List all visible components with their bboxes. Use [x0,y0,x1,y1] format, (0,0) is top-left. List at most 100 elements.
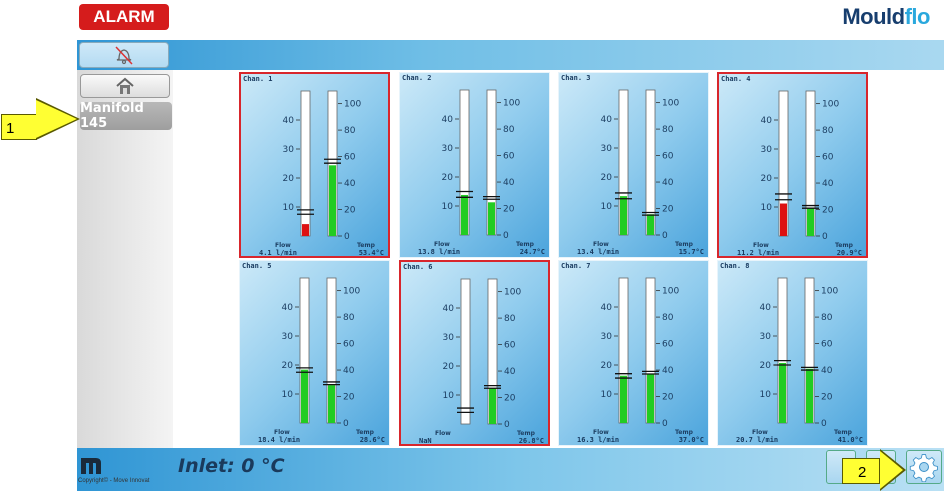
mute-alarm-button[interactable] [79,42,169,68]
temp-tick-label: 40 [343,366,355,376]
temp-value: 41.0°C [837,436,863,444]
temp-label: Temp [356,429,374,436]
channel-tile[interactable]: Chan. 8 40 30 20 10 100 80 60 40 20 0 Flow Temp 20.7 … [717,260,868,446]
temp-tick-label: 60 [503,152,515,162]
temp-tick-label: 80 [343,313,355,323]
flow-value: 13.8 l/min [418,248,461,256]
temp-tick-label: 0 [822,232,828,242]
temp-tick-label: 40 [504,367,516,377]
temp-bar [806,368,813,423]
temp-label: Temp [357,242,375,249]
temp-bar [329,165,336,236]
mouldflo-logo: Mouldflo [842,4,930,30]
temp-tick-label: 60 [662,152,674,162]
flow-tick-label: 40 [761,116,773,126]
channel-tile[interactable]: Chan. 3 40 30 20 10 100 80 60 40 20 0 Flow Temp 13.4 … [558,72,709,258]
callout-1-label: 1 [6,120,15,137]
callout-2-label: 2 [858,464,867,481]
callout-2: 2 [842,458,880,484]
flow-tick-label: 40 [442,115,454,125]
flow-bar [779,362,786,423]
temp-tick-label: 20 [344,206,356,216]
temp-tick-label: 60 [343,340,355,350]
callout-2-arrow [880,451,903,489]
temp-tick-label: 100 [821,287,838,297]
home-button[interactable] [80,74,170,98]
temp-value: 20.9°C [836,249,862,257]
flow-tick-label: 10 [443,391,455,401]
temp-tick-label: 20 [503,205,515,215]
flow-tick-label: 30 [601,144,613,154]
temp-label: Temp [517,430,535,437]
temp-tick-label: 0 [344,232,350,242]
flow-tick-label: 10 [442,202,454,212]
flow-label: Flow [435,430,451,437]
temp-tick-label: 100 [662,287,679,297]
temp-bar [488,202,495,235]
channel-gauges: 40 30 20 10 100 80 60 40 20 0 [601,277,679,429]
flow-tick-label: 10 [760,390,772,400]
temp-bar [489,388,496,424]
flow-tick-label: 30 [760,332,772,342]
channel-tile[interactable]: Chan. 5 40 30 20 10 100 80 60 40 20 0 Flow Temp 18.4 … [239,260,390,446]
temp-tick-label: 60 [344,153,356,163]
bell-muted-icon [115,46,133,65]
top-bar [77,40,944,70]
temp-value: 28.6°C [359,436,385,444]
channel-name: Chan. 1 [243,75,273,83]
alarm-button[interactable]: ALARM [79,4,169,30]
channel-name: Chan. 3 [561,74,591,82]
flow-tick-label: 30 [601,332,613,342]
settings-button[interactable] [906,450,942,484]
sidebar [77,70,173,448]
temp-tick-label: 40 [662,366,674,376]
temp-tick-label: 80 [504,314,516,324]
channel-name: Chan. 5 [242,262,272,270]
channel-tile[interactable]: Chan. 1 40 30 20 10 100 80 60 40 20 0 Flow Temp 4.1 l… [239,72,390,258]
temp-tick-label: 80 [662,125,674,135]
temp-tick-label: 100 [504,288,521,298]
flow-tick-label: 20 [601,361,613,371]
flow-tick-label: 10 [761,203,773,213]
temp-tick-label: 20 [821,393,833,403]
channel-gauges: 40 30 20 10 100 80 60 40 20 0 [443,278,521,430]
channel-tile[interactable]: Chan. 2 40 30 20 10 100 80 60 40 20 0 Flow Temp 13.8 … [399,72,550,258]
temp-tick-label: 80 [503,125,515,135]
flow-label: Flow [274,429,290,436]
temp-tick-label: 0 [504,420,510,430]
temp-tick-label: 0 [662,231,668,241]
flow-bar [301,369,308,423]
flow-tick-label: 30 [761,145,773,155]
flow-tick-label: 20 [443,362,455,372]
channel-gauges: 40 30 20 10 100 80 60 40 20 0 [601,89,679,241]
channel-name: Chan. 4 [721,75,751,83]
gear-icon [909,454,938,482]
flow-value: 13.4 l/min [577,248,620,256]
flow-value: NaN [419,437,432,445]
flow-tick-label: 40 [283,116,295,126]
temp-tube [645,89,656,236]
bottom-bar [0,448,944,491]
flow-label: Flow [593,429,609,436]
channel-tile[interactable]: Chan. 6 40 30 20 10 100 80 60 40 20 0 Flow Temp NaN 26… [399,260,550,446]
temp-tick-label: 40 [662,178,674,188]
temp-tick-label: 20 [822,206,834,216]
temp-tick-label: 60 [822,153,834,163]
channel-gauges: 40 30 20 10 100 80 60 40 20 0 [760,277,838,429]
flow-tick-label: 30 [283,145,295,155]
manifold-button[interactable]: Manifold 145 [80,101,172,131]
flow-value: 11.2 l/min [737,249,780,257]
temp-tick-label: 40 [503,178,515,188]
temp-tick-label: 80 [821,313,833,323]
channel-tile[interactable]: Chan. 4 40 30 20 10 100 80 60 40 20 0 Flow Temp 11.2 … [717,72,868,258]
temp-tick-label: 60 [821,340,833,350]
flow-value: 20.7 l/min [736,436,779,444]
channel-tile[interactable]: Chan. 7 40 30 20 10 100 80 60 40 20 0 Flow Temp 16.3 … [558,260,709,446]
temp-bar [647,374,654,423]
channel-gauges: 40 30 20 10 100 80 60 40 20 0 [282,277,360,429]
temp-tick-label: 80 [662,313,674,323]
temp-bar [807,208,814,236]
temp-tick-label: 80 [344,126,356,136]
temp-value: 37.0°C [678,436,704,444]
flow-tick-label: 20 [761,174,773,184]
